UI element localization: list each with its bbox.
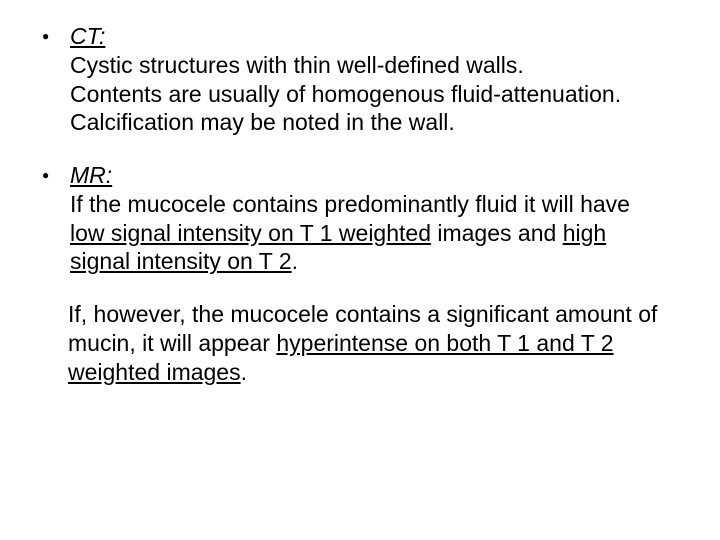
mr-underline-1: low signal intensity on T 1 weighted	[70, 220, 431, 246]
mr-text-middle: images and	[431, 220, 563, 246]
slide: ● CT: Cystic structures with thin well-d…	[0, 0, 720, 540]
ct-line-1: Cystic structures with thin well-defined…	[70, 52, 524, 78]
standalone-paragraph: If, however, the mucocele contains a sig…	[68, 300, 660, 386]
ct-line-2: Contents are usually of homogenous fluid…	[70, 81, 621, 107]
heading-ct: CT:	[70, 23, 105, 49]
mr-text-suffix: .	[292, 248, 298, 274]
standalone-suffix: .	[241, 359, 247, 385]
bullet-content-mr: MR: If the mucocele contains predominant…	[70, 161, 660, 276]
bullet-item-mr: ● MR: If the mucocele contains predomina…	[40, 161, 660, 276]
heading-mr: MR:	[70, 162, 112, 188]
bullet-item-ct: ● CT: Cystic structures with thin well-d…	[40, 22, 660, 137]
bullet-icon: ●	[40, 161, 70, 189]
mr-text-prefix: If the mucocele contains predominantly f…	[70, 191, 630, 217]
bullet-content-ct: CT: Cystic structures with thin well-def…	[70, 22, 660, 137]
ct-line-3: Calcification may be noted in the wall.	[70, 109, 455, 135]
bullet-icon: ●	[40, 22, 70, 50]
